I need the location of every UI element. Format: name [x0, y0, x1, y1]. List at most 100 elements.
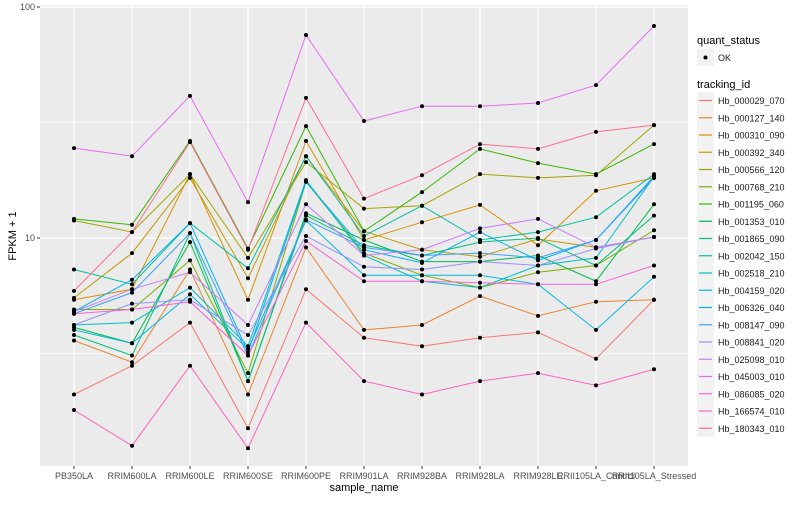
shape-legend-title: quant_status: [697, 35, 760, 47]
data-point: [362, 264, 366, 269]
legend-item: Hb_000392_340: [697, 143, 785, 161]
legend-label: Hb_002042_150: [718, 251, 785, 261]
legend-label: Hb_000029_070: [718, 96, 785, 106]
data-point: [362, 335, 366, 340]
legend-item: Hb_001865_090: [697, 230, 785, 247]
data-point: [420, 253, 424, 258]
x-tick-label: RRIM928LE: [513, 471, 562, 481]
data-point: [130, 251, 134, 256]
data-point: [594, 172, 598, 177]
legend-label: Hb_086085_020: [718, 389, 785, 399]
legend-item: Hb_166574_010: [697, 402, 785, 420]
data-point: [130, 290, 134, 295]
data-point: [130, 222, 134, 227]
legend-label: Hb_006326_040: [718, 303, 785, 313]
data-point: [246, 426, 250, 431]
legend: quant_status OK tracking_id Hb_000029_07…: [697, 35, 785, 437]
data-point: [246, 379, 250, 384]
data-point: [188, 270, 192, 275]
shape-legend-label: OK: [718, 53, 731, 63]
x-tick-label: RRIM928BA: [397, 471, 447, 481]
x-tick-label: RRIM600PE: [281, 471, 331, 481]
data-point: [594, 83, 598, 88]
data-point: [652, 202, 656, 207]
data-point: [188, 292, 192, 297]
data-point: [246, 392, 250, 397]
y-tick-label: 100: [20, 2, 35, 12]
data-point: [594, 383, 598, 388]
data-point: [188, 240, 192, 245]
data-point: [536, 230, 540, 235]
data-point: [72, 288, 76, 293]
data-point: [72, 267, 76, 272]
legend-item: Hb_002042_150: [697, 247, 785, 265]
data-point: [594, 215, 598, 220]
legend-item: Hb_000310_090: [697, 126, 785, 144]
legend-label: Hb_001353_010: [718, 217, 785, 227]
data-point: [188, 258, 192, 263]
data-point: [594, 356, 598, 361]
legend-label: Hb_000392_340: [718, 148, 785, 158]
data-point: [362, 245, 366, 250]
legend-label: Hb_002518_210: [718, 269, 785, 279]
data-point: [362, 196, 366, 201]
data-point: [420, 190, 424, 195]
data-point: [246, 255, 250, 260]
legend-label: Hb_008147_090: [718, 320, 785, 330]
data-point: [536, 282, 540, 287]
data-point: [536, 270, 540, 275]
data-point: [420, 220, 424, 225]
legend-label: Hb_008841_020: [718, 338, 785, 348]
data-point: [478, 142, 482, 147]
legend-label: Hb_001865_090: [718, 234, 785, 244]
data-point: [246, 350, 250, 355]
y-tick-label: 10: [25, 233, 35, 243]
data-point: [130, 301, 134, 306]
data-point: [594, 299, 598, 304]
data-point: [420, 273, 424, 278]
data-point: [246, 297, 250, 302]
data-point: [304, 287, 308, 292]
data-point: [362, 229, 366, 234]
data-point: [478, 104, 482, 109]
data-point: [652, 297, 656, 302]
data-point: [130, 287, 134, 292]
data-point: [362, 279, 366, 284]
data-point: [304, 239, 308, 243]
data-point: [130, 443, 134, 448]
data-point: [188, 231, 192, 236]
data-point: [304, 160, 308, 165]
data-point: [536, 216, 540, 221]
data-point: [362, 273, 366, 278]
data-point: [420, 104, 424, 109]
x-tick-label: RRIM600LE: [165, 471, 214, 481]
data-point: [304, 202, 308, 207]
legend-item: Hb_008841_020: [697, 333, 785, 351]
x-tick-label: RRIM928LA: [455, 471, 504, 481]
legend-item: Hb_001353_010: [697, 212, 785, 230]
data-point: [478, 146, 482, 151]
data-point: [246, 347, 250, 352]
data-point: [420, 203, 424, 208]
data-point: [246, 333, 250, 337]
data-point: [304, 320, 308, 325]
data-point: [246, 266, 250, 271]
data-point: [536, 146, 540, 151]
data-point: [536, 175, 540, 180]
legend-item: Hb_001195_060: [697, 195, 784, 213]
data-point: [188, 363, 192, 368]
legend-item: Hb_004159_020: [697, 281, 785, 299]
data-point: [304, 95, 308, 100]
data-point: [304, 245, 308, 250]
data-point: [188, 267, 192, 272]
data-point: [594, 129, 598, 134]
data-point: [478, 251, 482, 256]
data-point: [478, 238, 482, 242]
data-point: [478, 259, 482, 264]
data-point: [652, 142, 656, 147]
legend-item: Hb_045003_010: [697, 368, 785, 385]
data-point: [420, 392, 424, 397]
legend-label: Hb_180343_010: [718, 424, 785, 434]
data-point: [594, 255, 598, 260]
data-point: [536, 236, 540, 240]
